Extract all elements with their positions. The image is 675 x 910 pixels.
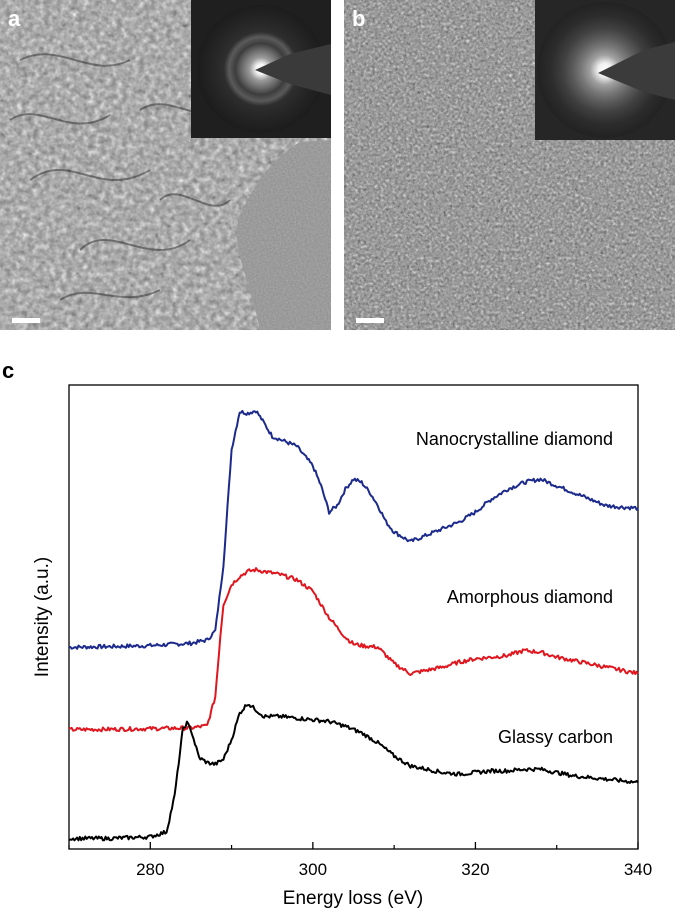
x-axis-label: Energy loss (eV)	[283, 888, 423, 909]
panel-label-c: c	[2, 358, 15, 383]
series-layer	[68, 409, 639, 842]
series-label-nanocrystalline-diamond: Nanocrystalline diamond	[416, 429, 613, 449]
x-tick-label-300: 300	[299, 860, 327, 879]
series-line-nanocrystalline-diamond	[68, 409, 639, 650]
ticks-layer: 280 300 320 340	[68, 842, 652, 879]
scale-bar-a	[12, 318, 40, 323]
eels-chart-svg: 280 300 320 340 Energy loss (eV) Intensity …	[32, 384, 652, 909]
y-axis-label: Intensity (a.u.)	[32, 557, 53, 677]
scale-bar-b	[356, 318, 384, 323]
panel-label-b: b	[352, 6, 366, 31]
x-tick-label-340: 340	[624, 860, 652, 879]
x-tick-label-280: 280	[136, 860, 164, 879]
micrograph-a-image	[0, 0, 331, 330]
panel-b-micrograph	[344, 0, 675, 330]
micrograph-b-image	[344, 0, 675, 330]
plot-frame	[68, 384, 639, 850]
x-tick-label-320: 320	[461, 860, 489, 879]
series-line-glassy-carbon	[68, 704, 639, 842]
series-label-amorphous-diamond: Amorphous diamond	[447, 587, 613, 607]
series-line-amorphous-diamond	[68, 567, 639, 733]
panel-a-micrograph	[0, 0, 331, 330]
panel-label-a: a	[8, 6, 21, 31]
diffraction-pattern-inset-b	[535, 0, 675, 140]
diffraction-pattern-inset-a	[191, 0, 331, 138]
series-label-glassy-carbon: Glassy carbon	[498, 727, 613, 747]
eels-chart: 280 300 320 340 Energy loss (eV) Intensity …	[0, 355, 675, 910]
